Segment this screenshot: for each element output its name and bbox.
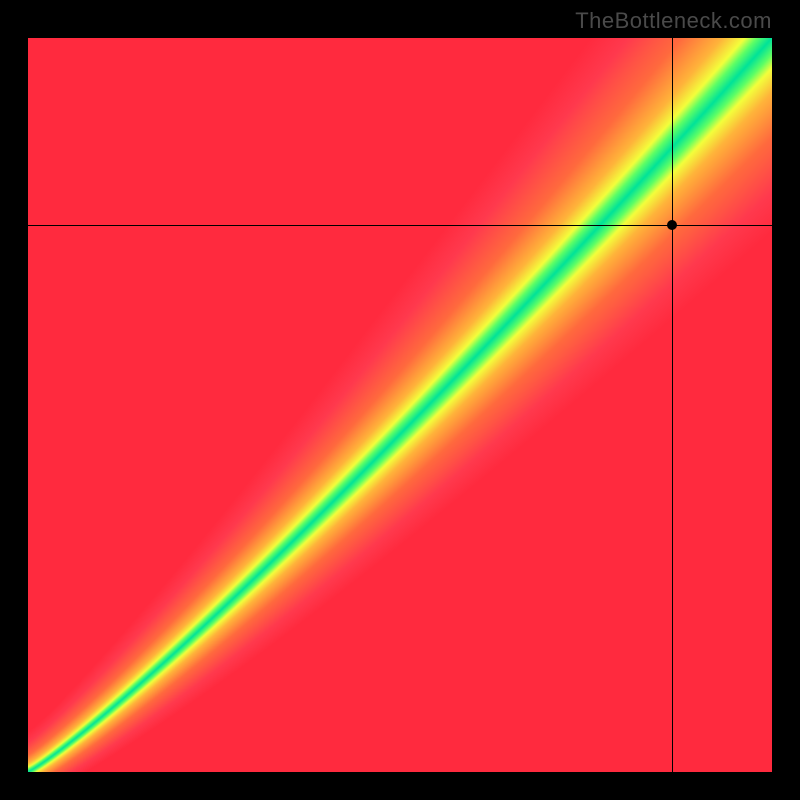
crosshair-horizontal bbox=[28, 225, 772, 226]
heatmap-canvas bbox=[28, 38, 772, 772]
watermark-text: TheBottleneck.com bbox=[575, 8, 772, 34]
bottleneck-heatmap bbox=[28, 38, 772, 772]
crosshair-vertical bbox=[672, 38, 673, 772]
selection-marker bbox=[667, 220, 677, 230]
